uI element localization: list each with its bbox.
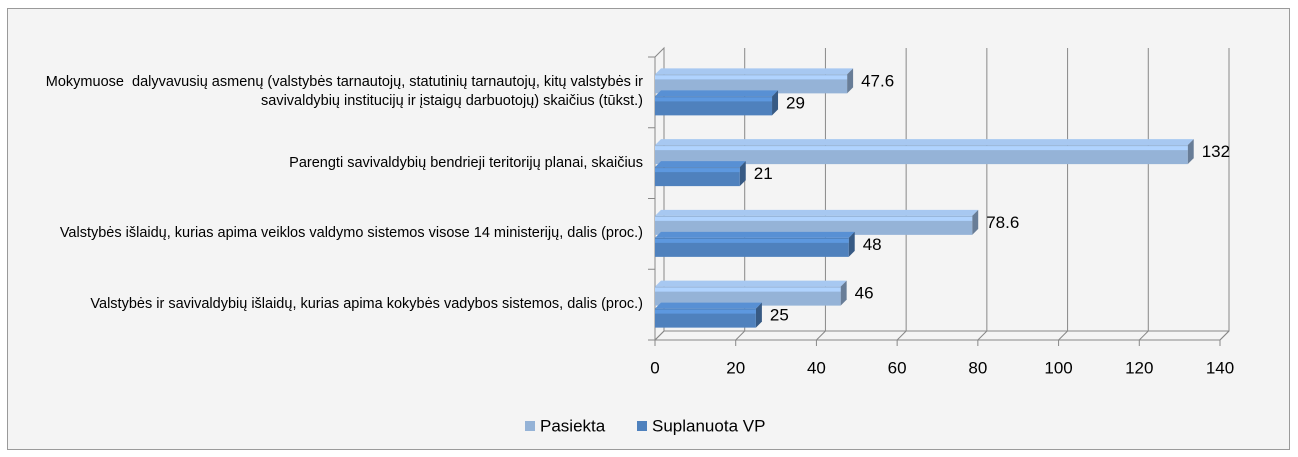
category-label: Parengti savivaldybių bendrieji teritori… bbox=[289, 154, 643, 171]
bar-end bbox=[755, 302, 762, 328]
chart-frame bbox=[7, 8, 1290, 450]
value-label: 25 bbox=[770, 306, 789, 325]
x-tick-label: 100 bbox=[1044, 358, 1072, 377]
bar-end bbox=[840, 280, 847, 306]
bar bbox=[655, 231, 855, 257]
x-tick-label: 0 bbox=[650, 358, 659, 377]
category-label: Valstybės išlaidų, kurias apima veiklos … bbox=[59, 225, 643, 242]
bar-top bbox=[655, 90, 779, 97]
legend-label: Pasiekta bbox=[540, 416, 606, 435]
bar-end bbox=[1187, 139, 1194, 165]
bar bbox=[655, 161, 746, 187]
x-tick-label: 60 bbox=[888, 358, 907, 377]
bar-top bbox=[655, 139, 1194, 146]
bar bbox=[655, 209, 979, 235]
bar-end bbox=[848, 231, 855, 257]
bar-end bbox=[972, 209, 979, 235]
x-tick-label: 20 bbox=[726, 358, 745, 377]
x-tick-label: 120 bbox=[1125, 358, 1153, 377]
legend-swatch bbox=[525, 421, 535, 431]
value-label: 132 bbox=[1202, 142, 1230, 161]
bar bbox=[655, 280, 847, 306]
value-label: 48 bbox=[863, 235, 882, 254]
x-tick-label: 140 bbox=[1206, 358, 1234, 377]
bar-end bbox=[847, 68, 854, 94]
bar-top bbox=[655, 209, 979, 216]
legend-swatch bbox=[637, 421, 647, 431]
x-tick-label: 80 bbox=[968, 358, 987, 377]
legend-label: Suplanuota VP bbox=[652, 416, 765, 435]
value-label: 29 bbox=[786, 93, 805, 112]
value-label: 47.6 bbox=[861, 71, 894, 90]
bar-end bbox=[739, 161, 746, 187]
value-label: 78.6 bbox=[986, 213, 1019, 232]
bar bbox=[655, 139, 1194, 165]
category-label: Mokymuose dalyvavusių asmenų (valstybės … bbox=[45, 74, 643, 110]
value-label: 46 bbox=[855, 284, 874, 303]
bar bbox=[655, 68, 854, 94]
bar-top bbox=[655, 68, 854, 75]
bar-top bbox=[655, 161, 746, 168]
bar-top bbox=[655, 280, 847, 287]
bar-top bbox=[655, 302, 762, 309]
x-tick-label: 40 bbox=[807, 358, 826, 377]
bar bbox=[655, 302, 762, 328]
grid-line bbox=[1219, 48, 1230, 341]
value-label: 21 bbox=[754, 164, 773, 183]
bar-end bbox=[772, 90, 779, 116]
bar bbox=[655, 90, 779, 116]
bar-top bbox=[655, 231, 855, 238]
category-label: Valstybės ir savivaldybių išlaidų, kuria… bbox=[90, 296, 643, 313]
